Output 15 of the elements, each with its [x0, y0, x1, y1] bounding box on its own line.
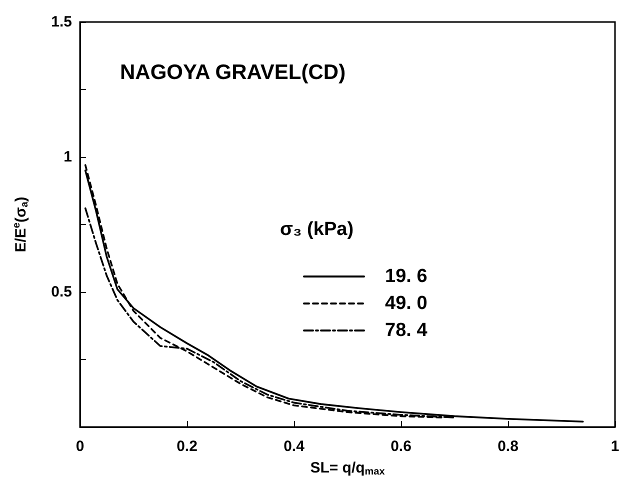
x-tick-label: 0.2: [176, 438, 198, 455]
x-tick-label: 0.4: [284, 438, 306, 455]
legend-label: 49. 0: [385, 293, 428, 314]
legend-title: σ₃ (kPa): [280, 219, 354, 240]
y-tick-label: 0.5: [51, 284, 72, 300]
y-tick-label: 1.5: [51, 14, 72, 30]
x-tick-label: 0.6: [390, 438, 412, 455]
x-tick-label: 1: [610, 438, 620, 455]
x-tick-label: 0: [76, 438, 84, 455]
x-tick-label: 0.8: [498, 438, 518, 455]
legend-label: 19. 6: [385, 266, 428, 287]
legend-label: 78. 4: [385, 320, 428, 341]
y-tick-label: 1: [64, 148, 72, 166]
y-axis-title: E/Ee(σa): [12, 196, 30, 252]
text: NAGOYA GRAVEL(CD): [120, 61, 346, 84]
